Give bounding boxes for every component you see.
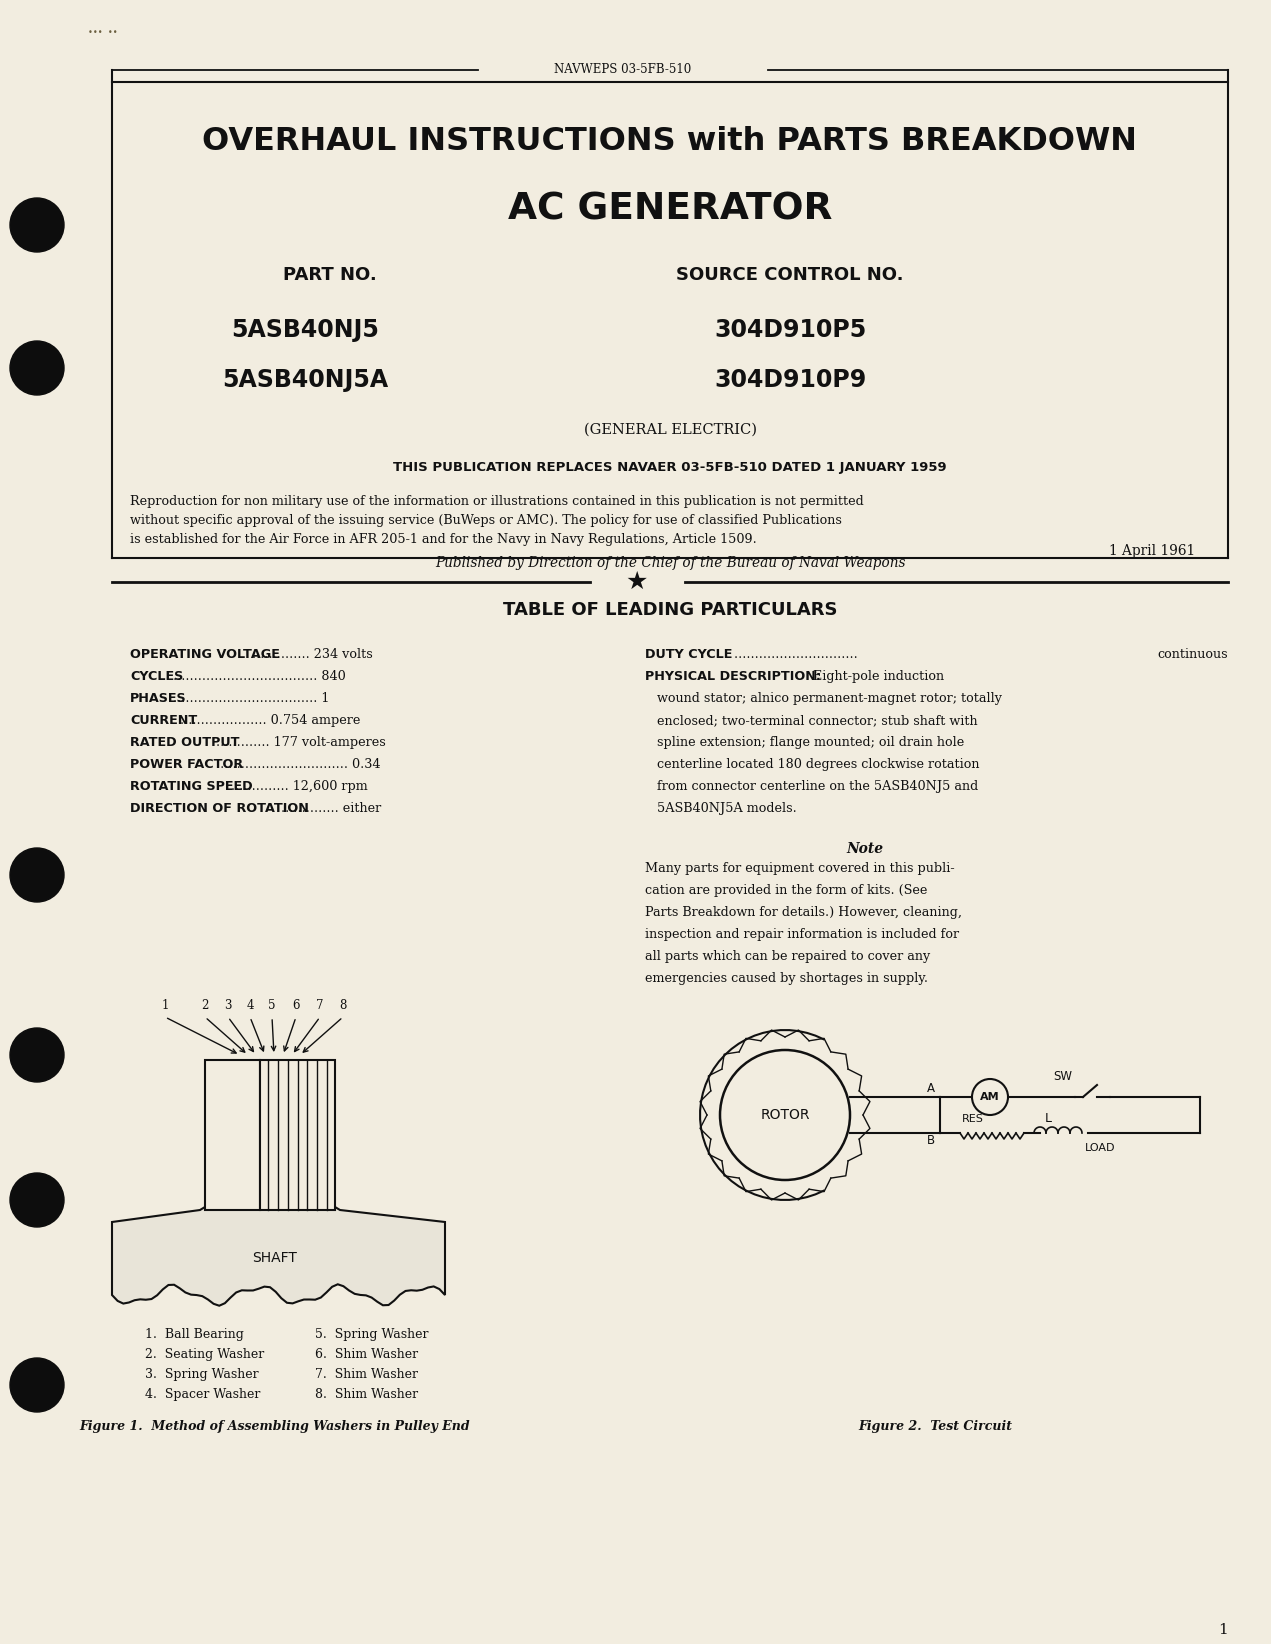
- Text: CURRENT: CURRENT: [130, 713, 197, 727]
- Text: .............. either: .............. either: [281, 802, 381, 815]
- Text: Published by Direction of the Chief of the Bureau of Naval Weapons: Published by Direction of the Chief of t…: [435, 556, 905, 570]
- Text: without specific approval of the issuing service (BuWeps or AMC). The policy for: without specific approval of the issuing…: [130, 515, 841, 528]
- Text: L: L: [1045, 1113, 1052, 1126]
- Text: PHYSICAL DESCRIPTION:: PHYSICAL DESCRIPTION:: [644, 671, 821, 682]
- Text: ..............................: ..............................: [730, 648, 858, 661]
- Text: 6: 6: [292, 998, 300, 1011]
- Bar: [205, 1060, 261, 1210]
- Text: AC GENERATOR: AC GENERATOR: [508, 192, 833, 229]
- Text: RATED OUTPUT: RATED OUTPUT: [130, 737, 239, 750]
- Text: PHASES: PHASES: [130, 692, 187, 705]
- Text: 4.  Spacer Washer: 4. Spacer Washer: [145, 1388, 261, 1401]
- Text: 3.  Spring Washer: 3. Spring Washer: [145, 1368, 258, 1381]
- Text: 1 April 1961: 1 April 1961: [1108, 544, 1195, 557]
- Text: cation are provided in the form of kits. (See: cation are provided in the form of kits.…: [644, 884, 928, 898]
- Text: 5.  Spring Washer: 5. Spring Washer: [315, 1328, 428, 1342]
- Circle shape: [10, 1028, 64, 1082]
- Text: 7.  Shim Washer: 7. Shim Washer: [315, 1368, 418, 1381]
- Bar: [261, 1060, 336, 1210]
- Text: all parts which can be repaired to cover any: all parts which can be repaired to cover…: [644, 950, 930, 963]
- Text: 2.  Seating Washer: 2. Seating Washer: [145, 1348, 264, 1361]
- Text: ................................... 840: ................................... 840: [173, 671, 346, 682]
- Text: Many parts for equipment covered in this publi-: Many parts for equipment covered in this…: [644, 861, 955, 875]
- Text: continuous: continuous: [1158, 648, 1228, 661]
- Text: NAVWEPS 03-5FB-510: NAVWEPS 03-5FB-510: [554, 64, 691, 77]
- Circle shape: [719, 1051, 850, 1180]
- Text: (GENERAL ELECTRIC): (GENERAL ELECTRIC): [583, 423, 756, 437]
- Text: ................................... 1: ................................... 1: [173, 692, 329, 705]
- Text: SW: SW: [1054, 1070, 1073, 1083]
- Text: 8.  Shim Washer: 8. Shim Washer: [315, 1388, 418, 1401]
- Text: SHAFT: SHAFT: [253, 1251, 297, 1264]
- Text: .............. 12,600 rpm: .............. 12,600 rpm: [231, 779, 367, 792]
- Text: Eight-pole induction: Eight-pole induction: [813, 671, 944, 682]
- Text: •••  ••: ••• ••: [88, 28, 118, 38]
- Text: AM: AM: [980, 1092, 1000, 1101]
- Text: spline extension; flange mounted; oil drain hole: spline extension; flange mounted; oil dr…: [657, 737, 965, 750]
- Text: 1: 1: [161, 998, 169, 1011]
- Text: Reproduction for non military use of the information or illustrations contained : Reproduction for non military use of the…: [130, 495, 864, 508]
- Text: 5: 5: [268, 998, 276, 1011]
- Text: wound stator; alnico permanent-magnet rotor; totally: wound stator; alnico permanent-magnet ro…: [657, 692, 1002, 705]
- Text: PART NO.: PART NO.: [283, 266, 377, 284]
- Text: SOURCE CONTROL NO.: SOURCE CONTROL NO.: [676, 266, 904, 284]
- Text: 304D910P5: 304D910P5: [714, 317, 866, 342]
- Circle shape: [972, 1078, 1008, 1115]
- Text: A: A: [927, 1082, 935, 1095]
- Text: is established for the Air Force in AFR 205-1 and for the Navy in Navy Regulatio: is established for the Air Force in AFR …: [130, 533, 756, 546]
- Text: 8: 8: [339, 998, 347, 1011]
- Text: inspection and repair information is included for: inspection and repair information is inc…: [644, 927, 960, 940]
- Text: B: B: [927, 1134, 935, 1148]
- Text: 1: 1: [1218, 1623, 1228, 1637]
- Text: 5ASB40NJ5A: 5ASB40NJ5A: [222, 368, 388, 391]
- Text: Figure 2.  Test Circuit: Figure 2. Test Circuit: [858, 1420, 1012, 1434]
- Circle shape: [10, 848, 64, 903]
- Text: 4: 4: [247, 998, 254, 1011]
- Text: ................................ 0.34: ................................ 0.34: [216, 758, 381, 771]
- Text: 1.  Ball Bearing: 1. Ball Bearing: [145, 1328, 244, 1342]
- Text: ..................... 0.754 ampere: ..................... 0.754 ampere: [180, 713, 361, 727]
- Text: 304D910P9: 304D910P9: [714, 368, 866, 391]
- Text: DUTY CYCLE: DUTY CYCLE: [644, 648, 732, 661]
- Text: LOAD: LOAD: [1084, 1143, 1115, 1152]
- Text: OPERATING VOLTAGE: OPERATING VOLTAGE: [130, 648, 280, 661]
- Text: TABLE OF LEADING PARTICULARS: TABLE OF LEADING PARTICULARS: [503, 602, 838, 620]
- Text: emergencies caused by shortages in supply.: emergencies caused by shortages in suppl…: [644, 972, 928, 985]
- Circle shape: [10, 1358, 64, 1412]
- Text: RES: RES: [962, 1115, 984, 1124]
- Text: .............. 234 volts: .............. 234 volts: [253, 648, 374, 661]
- Text: from connector centerline on the 5ASB40NJ5 and: from connector centerline on the 5ASB40N…: [657, 779, 979, 792]
- Text: ★: ★: [625, 570, 648, 593]
- Text: 7: 7: [316, 998, 324, 1011]
- Text: 3: 3: [224, 998, 231, 1011]
- Text: OVERHAUL INSTRUCTIONS with PARTS BREAKDOWN: OVERHAUL INSTRUCTIONS with PARTS BREAKDO…: [202, 127, 1138, 158]
- Text: 5ASB40NJ5: 5ASB40NJ5: [231, 317, 379, 342]
- Text: enclosed; two-terminal connector; stub shaft with: enclosed; two-terminal connector; stub s…: [657, 713, 977, 727]
- Text: centerline located 180 degrees clockwise rotation: centerline located 180 degrees clockwise…: [657, 758, 980, 771]
- Circle shape: [10, 1174, 64, 1226]
- Text: DIRECTION OF ROTATION: DIRECTION OF ROTATION: [130, 802, 309, 815]
- Text: POWER FACTOR: POWER FACTOR: [130, 758, 243, 771]
- Text: 6.  Shim Washer: 6. Shim Washer: [315, 1348, 418, 1361]
- Text: Note: Note: [846, 842, 883, 857]
- Text: THIS PUBLICATION REPLACES NAVAER 03-5FB-510 DATED 1 JANUARY 1959: THIS PUBLICATION REPLACES NAVAER 03-5FB-…: [393, 462, 947, 475]
- Text: ROTATING SPEED: ROTATING SPEED: [130, 779, 253, 792]
- Circle shape: [10, 340, 64, 395]
- Text: 5ASB40NJ5A models.: 5ASB40NJ5A models.: [657, 802, 797, 815]
- Text: ROTOR: ROTOR: [760, 1108, 810, 1121]
- Circle shape: [10, 197, 64, 252]
- Text: CYCLES: CYCLES: [130, 671, 183, 682]
- Text: 2: 2: [201, 998, 208, 1011]
- Text: Parts Breakdown for details.) However, cleaning,: Parts Breakdown for details.) However, c…: [644, 906, 962, 919]
- Text: ............. 177 volt-amperes: ............. 177 volt-amperes: [216, 737, 386, 750]
- Polygon shape: [112, 1207, 445, 1305]
- Text: Figure 1.  Method of Assembling Washers in Pulley End: Figure 1. Method of Assembling Washers i…: [80, 1420, 470, 1434]
